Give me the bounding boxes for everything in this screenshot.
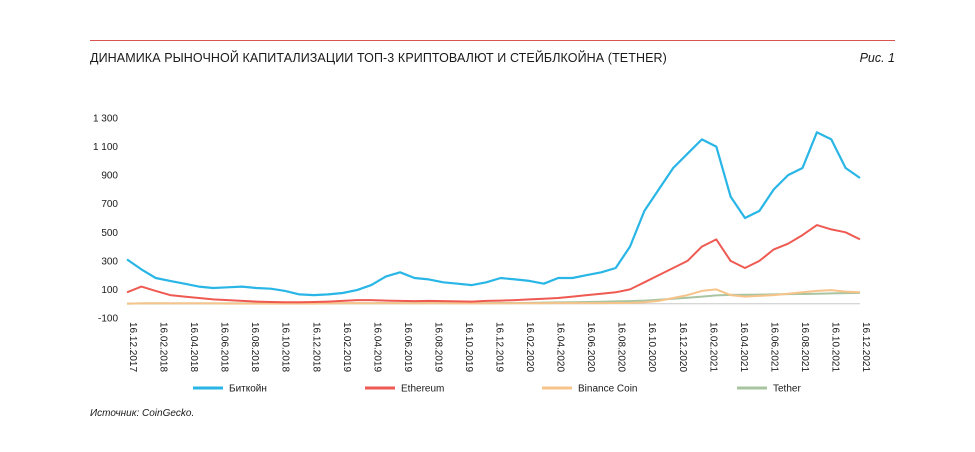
x-tick-label: 16.04.2019 <box>371 322 382 372</box>
y-tick-label: 500 <box>101 228 118 239</box>
y-tick-label: 900 <box>101 171 118 182</box>
x-tick-label: 16.12.2018 <box>310 322 321 372</box>
y-tick-label: 300 <box>101 256 118 267</box>
series-line-bitcoin <box>126 131 861 297</box>
series-layer <box>126 131 861 305</box>
x-tick-label: 16.12.2021 <box>860 322 871 372</box>
y-tick-label: -100 <box>98 314 118 325</box>
x-tick-label: 16.02.2019 <box>341 322 352 372</box>
legend-label-bitcoin: Биткойн <box>229 384 267 395</box>
x-tick-label: 16.12.2017 <box>127 322 138 372</box>
legend-label-tether: Tether <box>773 384 801 395</box>
x-tick-label: 16.04.2018 <box>188 322 199 372</box>
source-note: Источник: CoinGecko. <box>90 408 195 419</box>
x-tick-label: 16.08.2020 <box>616 322 627 372</box>
series-line-binance <box>126 288 861 305</box>
x-tick-label: 16.08.2021 <box>799 322 810 372</box>
x-tick-label: 16.08.2018 <box>249 322 260 372</box>
x-tick-label: 16.02.2021 <box>707 322 718 372</box>
y-tick-label: 1 300 <box>93 114 118 125</box>
series-line-tether <box>126 291 861 305</box>
legend: Биткойн Ethereum Binance Coin Tether <box>193 384 801 395</box>
x-tick-label: 16.08.2019 <box>432 322 443 372</box>
x-tick-label: 16.02.2018 <box>158 322 169 372</box>
x-tick-label: 16.04.2020 <box>555 322 566 372</box>
x-tick-label: 16.04.2021 <box>738 322 749 372</box>
x-tick-label: 16.06.2020 <box>585 322 596 372</box>
x-tick-label: 16.10.2021 <box>829 322 840 372</box>
series-line-ethereum <box>126 224 861 304</box>
x-tick-label: 16.10.2018 <box>280 322 291 372</box>
x-tick-label: 16.06.2018 <box>219 322 230 372</box>
chart-title: ДИНАМИКА РЫНОЧНОЙ КАПИТАЛИЗАЦИИ ТОП-3 КР… <box>90 51 667 65</box>
x-tick-label: 16.12.2020 <box>677 322 688 372</box>
x-tick-label: 16.10.2020 <box>646 322 657 372</box>
x-tick-label: 16.06.2019 <box>402 322 413 372</box>
x-axis: 16.12.2017 16.02.2018 16.04.2018 16.06.2018… <box>127 322 871 372</box>
x-tick-label: 16.10.2019 <box>463 322 474 372</box>
figure-label: Рис. 1 <box>859 51 895 65</box>
y-tick-label: 1 100 <box>93 142 118 153</box>
x-tick-label: 16.02.2020 <box>524 322 535 372</box>
x-tick-label: 16.06.2021 <box>768 322 779 372</box>
x-tick-label: 16.12.2019 <box>494 322 505 372</box>
legend-label-binance: Binance Coin <box>578 384 637 395</box>
y-tick-label: 100 <box>101 285 118 296</box>
y-tick-label: 700 <box>101 199 118 210</box>
top-divider <box>90 40 895 41</box>
legend-label-ethereum: Ethereum <box>401 384 444 395</box>
y-axis: 1 300 1 100 900 700 500 300 100 -100 <box>93 114 118 325</box>
